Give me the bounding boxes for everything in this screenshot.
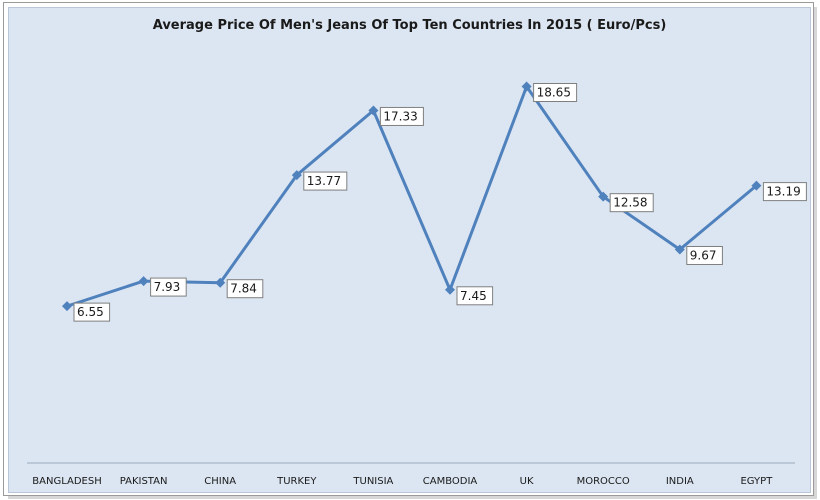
chart-frame: Average Price Of Men's Jeans Of Top Ten … xyxy=(3,2,814,496)
x-tick-label: TURKEY xyxy=(276,476,317,487)
x-tick-label: PAKISTAN xyxy=(120,476,168,487)
data-label: 13.77 xyxy=(307,174,341,188)
line-chart: BANGLADESH PAKISTAN CHINA TURKEY TUNISIA CAMB… xyxy=(27,81,807,487)
data-point xyxy=(751,180,762,191)
x-tick-label: CHINA xyxy=(204,476,236,487)
x-tick-label: CAMBODIA xyxy=(423,476,478,487)
data-label-box xyxy=(533,83,578,103)
x-tick-label: UK xyxy=(520,476,534,487)
x-tick-label: INDIA xyxy=(666,476,694,487)
plot-area: Average Price Of Men's Jeans Of Top Ten … xyxy=(8,7,811,493)
data-label-box xyxy=(456,286,494,306)
data-point xyxy=(445,284,455,295)
x-tick-label: TUNISIA xyxy=(352,476,393,487)
data-label: 12.58 xyxy=(613,196,647,210)
data-label-box xyxy=(686,245,723,265)
data-label-box xyxy=(609,193,654,213)
data-point xyxy=(62,301,72,312)
data-point xyxy=(215,277,226,288)
data-point xyxy=(138,276,149,287)
data-label-box xyxy=(226,279,264,299)
data-label: 7.93 xyxy=(154,280,181,294)
data-point xyxy=(521,81,532,92)
x-tick-label: EGYPT xyxy=(740,476,773,487)
data-point xyxy=(598,191,609,202)
data-label: 7.84 xyxy=(230,282,257,296)
data-point xyxy=(674,244,685,255)
data-point xyxy=(291,170,302,181)
data-label: 17.33 xyxy=(383,109,417,123)
data-label-box xyxy=(73,302,111,322)
data-label: 7.45 xyxy=(460,289,487,303)
data-label: 6.55 xyxy=(77,305,104,319)
chart-title: Average Price Of Men's Jeans Of Top Ten … xyxy=(152,18,667,33)
data-label-box xyxy=(303,171,348,191)
data-label: 9.67 xyxy=(690,248,717,262)
data-label-box xyxy=(379,106,424,126)
x-tick-label: BANGLADESH xyxy=(32,476,101,487)
x-tick-label: MOROCCO xyxy=(577,476,630,487)
data-label-box xyxy=(150,277,187,297)
data-point xyxy=(368,105,379,116)
data-label: 18.65 xyxy=(537,86,571,100)
data-label: 13.19 xyxy=(766,185,800,199)
data-label-box xyxy=(762,182,807,202)
